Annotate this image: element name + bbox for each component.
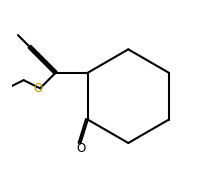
Text: O: O: [76, 142, 85, 154]
Text: O: O: [33, 82, 43, 95]
